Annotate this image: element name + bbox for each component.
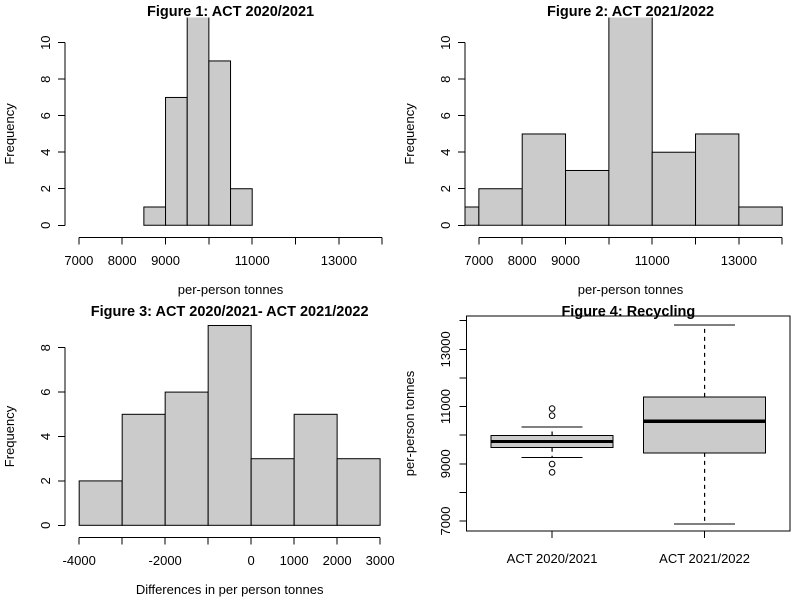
- outlier-point: [548, 412, 556, 420]
- x-tick-label: 11000: [235, 253, 270, 268]
- histogram-bar: [695, 133, 740, 226]
- category-label: ACT 2021/2022: [659, 551, 750, 566]
- histogram-bars: [143, 17, 253, 226]
- histogram-bar: [143, 206, 167, 226]
- chart-title: Figure 4: Recycling: [561, 304, 695, 320]
- y-tick-label: 4: [438, 149, 453, 156]
- y-tick-label: 0: [38, 222, 53, 229]
- y-tick-label: 8: [38, 76, 53, 83]
- histogram-bar: [521, 133, 567, 226]
- y-tick-label: 6: [438, 112, 453, 119]
- y-tick-label: 11000: [438, 389, 453, 424]
- histogram-bar: [478, 188, 523, 226]
- y-axis-label: Frequency: [402, 103, 417, 165]
- histogram-bar: [78, 480, 123, 526]
- y-tick-label: 0: [38, 522, 53, 529]
- chart-title: Figure 2: ACT 2021/2022: [547, 4, 714, 20]
- y-tick-label: 0: [438, 222, 453, 229]
- x-tick-label: 11000: [635, 253, 670, 268]
- x-axis-label: per-person tonnes: [578, 282, 684, 297]
- figure-4-boxplot: 7000 9000 11000 13000 ACT 2020/2021 ACT 2021/…: [402, 304, 791, 566]
- figure-1-panel: 7000 8000 9000 11000 13000 0 2 4 6 8 10 Figure 1: A…: [0, 0, 400, 300]
- x-tick-label: 1000: [280, 553, 309, 568]
- x-tick-label: 9000: [151, 253, 180, 268]
- y-tick-label: 7000: [438, 507, 453, 536]
- histogram-bar: [608, 17, 653, 226]
- outlier-point: [548, 460, 556, 468]
- x-tick-label: 7000: [464, 253, 493, 268]
- figure-4-panel: 7000 9000 11000 13000 ACT 2020/2021 ACT 2021/…: [400, 300, 800, 600]
- histogram-bar: [565, 169, 610, 226]
- x-tick-label: 13000: [321, 253, 357, 268]
- x-axis-label: Differences in per person tonnes: [136, 582, 324, 597]
- y-tick-label: 4: [38, 433, 53, 440]
- histogram-bar: [164, 391, 209, 526]
- y-tick-label: 4: [38, 149, 53, 156]
- y-tick-label: 6: [38, 112, 53, 119]
- figure-3-histogram: -4000 -2000 0 1000 2000 3000 0 2 4 6 8 Figure 3: AC…: [2, 304, 395, 597]
- histogram-bar: [250, 458, 295, 526]
- histogram-bar: [651, 151, 697, 226]
- histogram-bar: [293, 413, 338, 526]
- histogram-bars: [465, 17, 783, 226]
- x-axis-label: per-person tonnes: [178, 282, 284, 297]
- x-tick-label: 13000: [721, 253, 757, 268]
- y-tick-label: 13000: [438, 331, 453, 367]
- y-tick-label: 8: [438, 76, 453, 83]
- histogram-bar: [207, 324, 252, 526]
- y-axis-label: Frequency: [2, 405, 17, 467]
- y-tick-label: 10: [38, 35, 53, 49]
- category-label: ACT 2020/2021: [507, 551, 598, 566]
- plot-frame: [466, 315, 791, 532]
- chart-title: Figure 3: ACT 2020/2021- ACT 2021/2022: [91, 304, 369, 320]
- y-tick-label: 9000: [438, 449, 453, 478]
- x-tick-label: 7000: [64, 253, 93, 268]
- y-axis-label: per-person tonnes: [402, 370, 417, 476]
- histogram-bar: [336, 458, 381, 526]
- y-tick-label: 2: [38, 185, 53, 192]
- figure-3-panel: -4000 -2000 0 1000 2000 3000 0 2 4 6 8 Figure 3: AC…: [0, 300, 400, 600]
- outlier-point: [548, 405, 556, 412]
- x-tick-label: 2000: [323, 553, 352, 568]
- y-axis-label: Frequency: [2, 103, 17, 165]
- x-tick-label: 9000: [551, 253, 580, 268]
- x-tick-label: 3000: [366, 553, 395, 568]
- x-tick-label: 0: [248, 553, 255, 568]
- chart-title: Figure 1: ACT 2020/2021: [147, 4, 314, 20]
- histogram-bar: [121, 413, 166, 526]
- histogram-bar: [208, 60, 232, 226]
- figure-2-histogram: 7000 8000 9000 11000 13000 0 2 4 6 8 10 Figure 2: A…: [402, 4, 783, 297]
- histogram-bars: [78, 324, 381, 526]
- x-tick-label: -2000: [149, 553, 182, 568]
- x-tick-label: 8000: [508, 253, 537, 268]
- histogram-bar: [738, 206, 783, 226]
- figure-1-histogram: 7000 8000 9000 11000 13000 0 2 4 6 8 10 Figure 1: A…: [2, 4, 383, 297]
- x-tick-label: -4000: [63, 553, 96, 568]
- x-tick-label: 8000: [108, 253, 137, 268]
- y-tick-label: 8: [38, 344, 53, 351]
- outlier-point: [548, 469, 556, 476]
- y-tick-label: 2: [38, 477, 53, 484]
- y-tick-label: 6: [38, 388, 53, 395]
- histogram-bar: [186, 17, 210, 226]
- histogram-bar: [165, 96, 188, 226]
- histogram-bar: [230, 188, 253, 226]
- figure-2-panel: 7000 8000 9000 11000 13000 0 2 4 6 8 10 Figure 2: A…: [400, 0, 800, 300]
- y-tick-label: 10: [438, 35, 453, 49]
- iqr-box: [643, 396, 767, 454]
- y-tick-label: 2: [438, 185, 453, 192]
